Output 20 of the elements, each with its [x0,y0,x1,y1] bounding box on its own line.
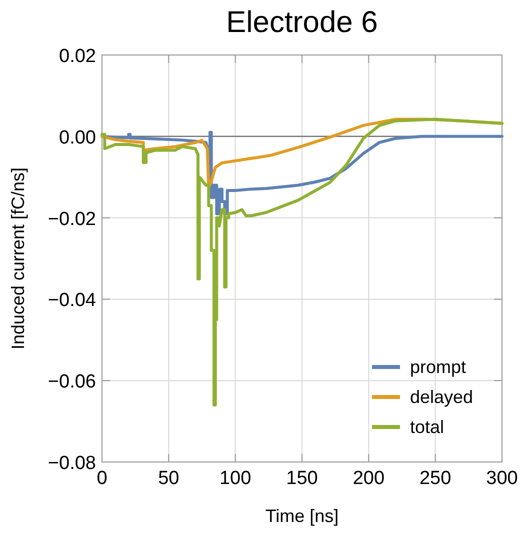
x-tick-label: 250 [419,468,452,489]
x-tick-label: 100 [219,468,252,489]
x-tick-label: 50 [158,468,180,489]
y-tick-label: −0.08 [48,453,96,474]
y-tick-label: −0.02 [48,208,96,230]
x-tick-label: 200 [352,468,385,489]
legend-label: prompt [410,357,466,377]
chart-title: Electrode 6 [226,6,378,39]
line-series [100,118,504,407]
legend-label: total [410,417,444,437]
y-tick-label: −0.04 [48,290,96,312]
legend-label: delayed [410,387,474,407]
y-tick-label: 0.00 [59,127,96,148]
x-tick-label: 150 [286,468,318,489]
y-tick-label: 0.02 [59,46,96,67]
x-tick-label: 300 [486,468,518,489]
x-tick-label: 0 [96,468,108,489]
x-axis-title: Time [ns] [265,506,339,526]
y-axis-title: Induced current [fC/ns] [8,167,28,350]
y-tick-label: −0.06 [48,372,96,393]
